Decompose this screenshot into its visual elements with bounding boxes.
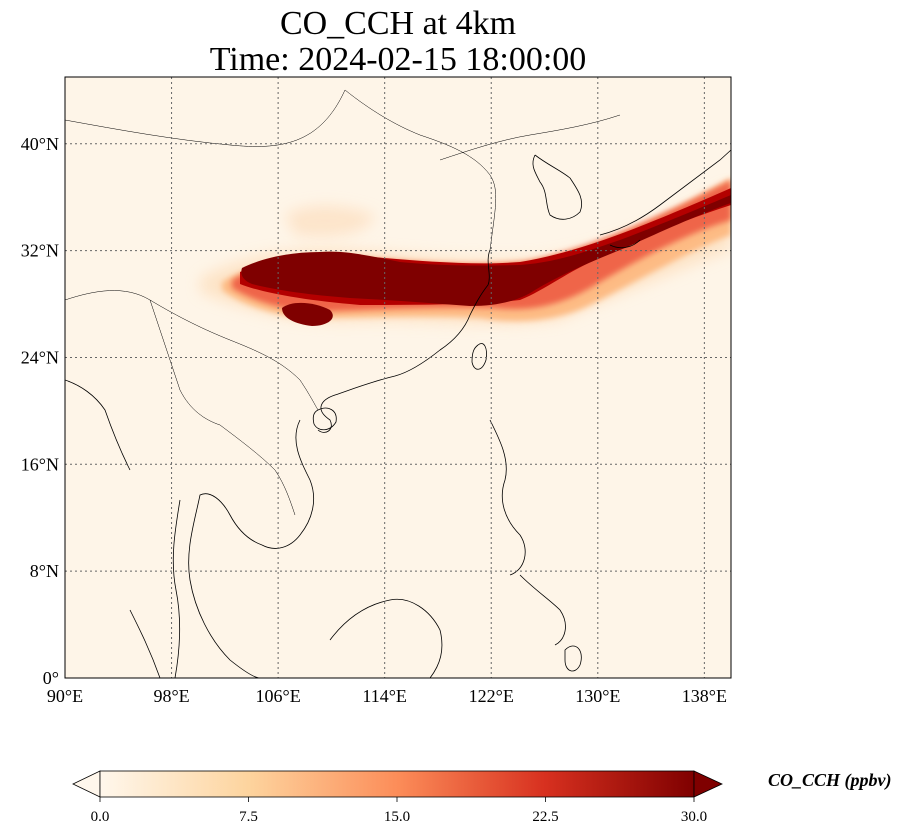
coastlines	[65, 89, 731, 678]
lat-tick-label: 32°N	[21, 241, 59, 261]
lon-tick-label: 130°E	[575, 686, 620, 706]
plume-haze-north	[285, 205, 375, 237]
map-background	[65, 77, 731, 678]
colorbar-tick-label: 22.5	[532, 809, 558, 825]
co-plume	[200, 178, 731, 326]
lon-tick-label: 98°E	[153, 686, 189, 706]
lon-tick-label: 106°E	[256, 686, 301, 706]
map-title-line2: Time: 2024-02-15 18:00:00	[209, 41, 587, 78]
colorbar-title: CO_CCH (ppbv)	[768, 770, 892, 790]
lon-tick-label: 90°E	[47, 686, 83, 706]
colorbar-tick-label: 7.5	[239, 809, 258, 825]
lat-tick-label: 40°N	[21, 134, 59, 154]
colorbar-ticks: 0.0 7.5 15.0 22.5 30.0	[91, 797, 707, 825]
lat-tick-label: 16°N	[21, 454, 59, 474]
plume-core	[241, 195, 731, 306]
colorbar-tick-label: 15.0	[384, 809, 410, 825]
map-title-line1: CO_CCH at 4km	[279, 5, 517, 42]
colorbar-max-extend	[693, 770, 723, 798]
gridlines	[65, 77, 731, 678]
lon-tick-label: 138°E	[682, 686, 727, 706]
latitude-labels: 0° 8°N 16°N 24°N 32°N 40°N	[21, 134, 59, 688]
lat-tick-label: 0°	[43, 668, 59, 688]
plume-core-south	[282, 302, 333, 326]
colorbar-tick-label: 30.0	[681, 809, 707, 825]
map-frame	[64, 76, 732, 679]
lat-tick-label: 8°N	[30, 561, 59, 581]
colorbar-tick-label: 0.0	[91, 809, 110, 825]
lon-tick-label: 114°E	[362, 686, 407, 706]
longitude-labels: 90°E 98°E 106°E 114°E 122°E 130°E 138°E	[47, 686, 727, 706]
lon-tick-label: 122°E	[469, 686, 514, 706]
colorbar: 0.0 7.5 15.0 22.5 30.0	[72, 770, 723, 825]
lat-tick-label: 24°N	[21, 347, 59, 367]
colorbar-gradient	[99, 770, 695, 798]
colorbar-min-extend	[72, 770, 101, 798]
